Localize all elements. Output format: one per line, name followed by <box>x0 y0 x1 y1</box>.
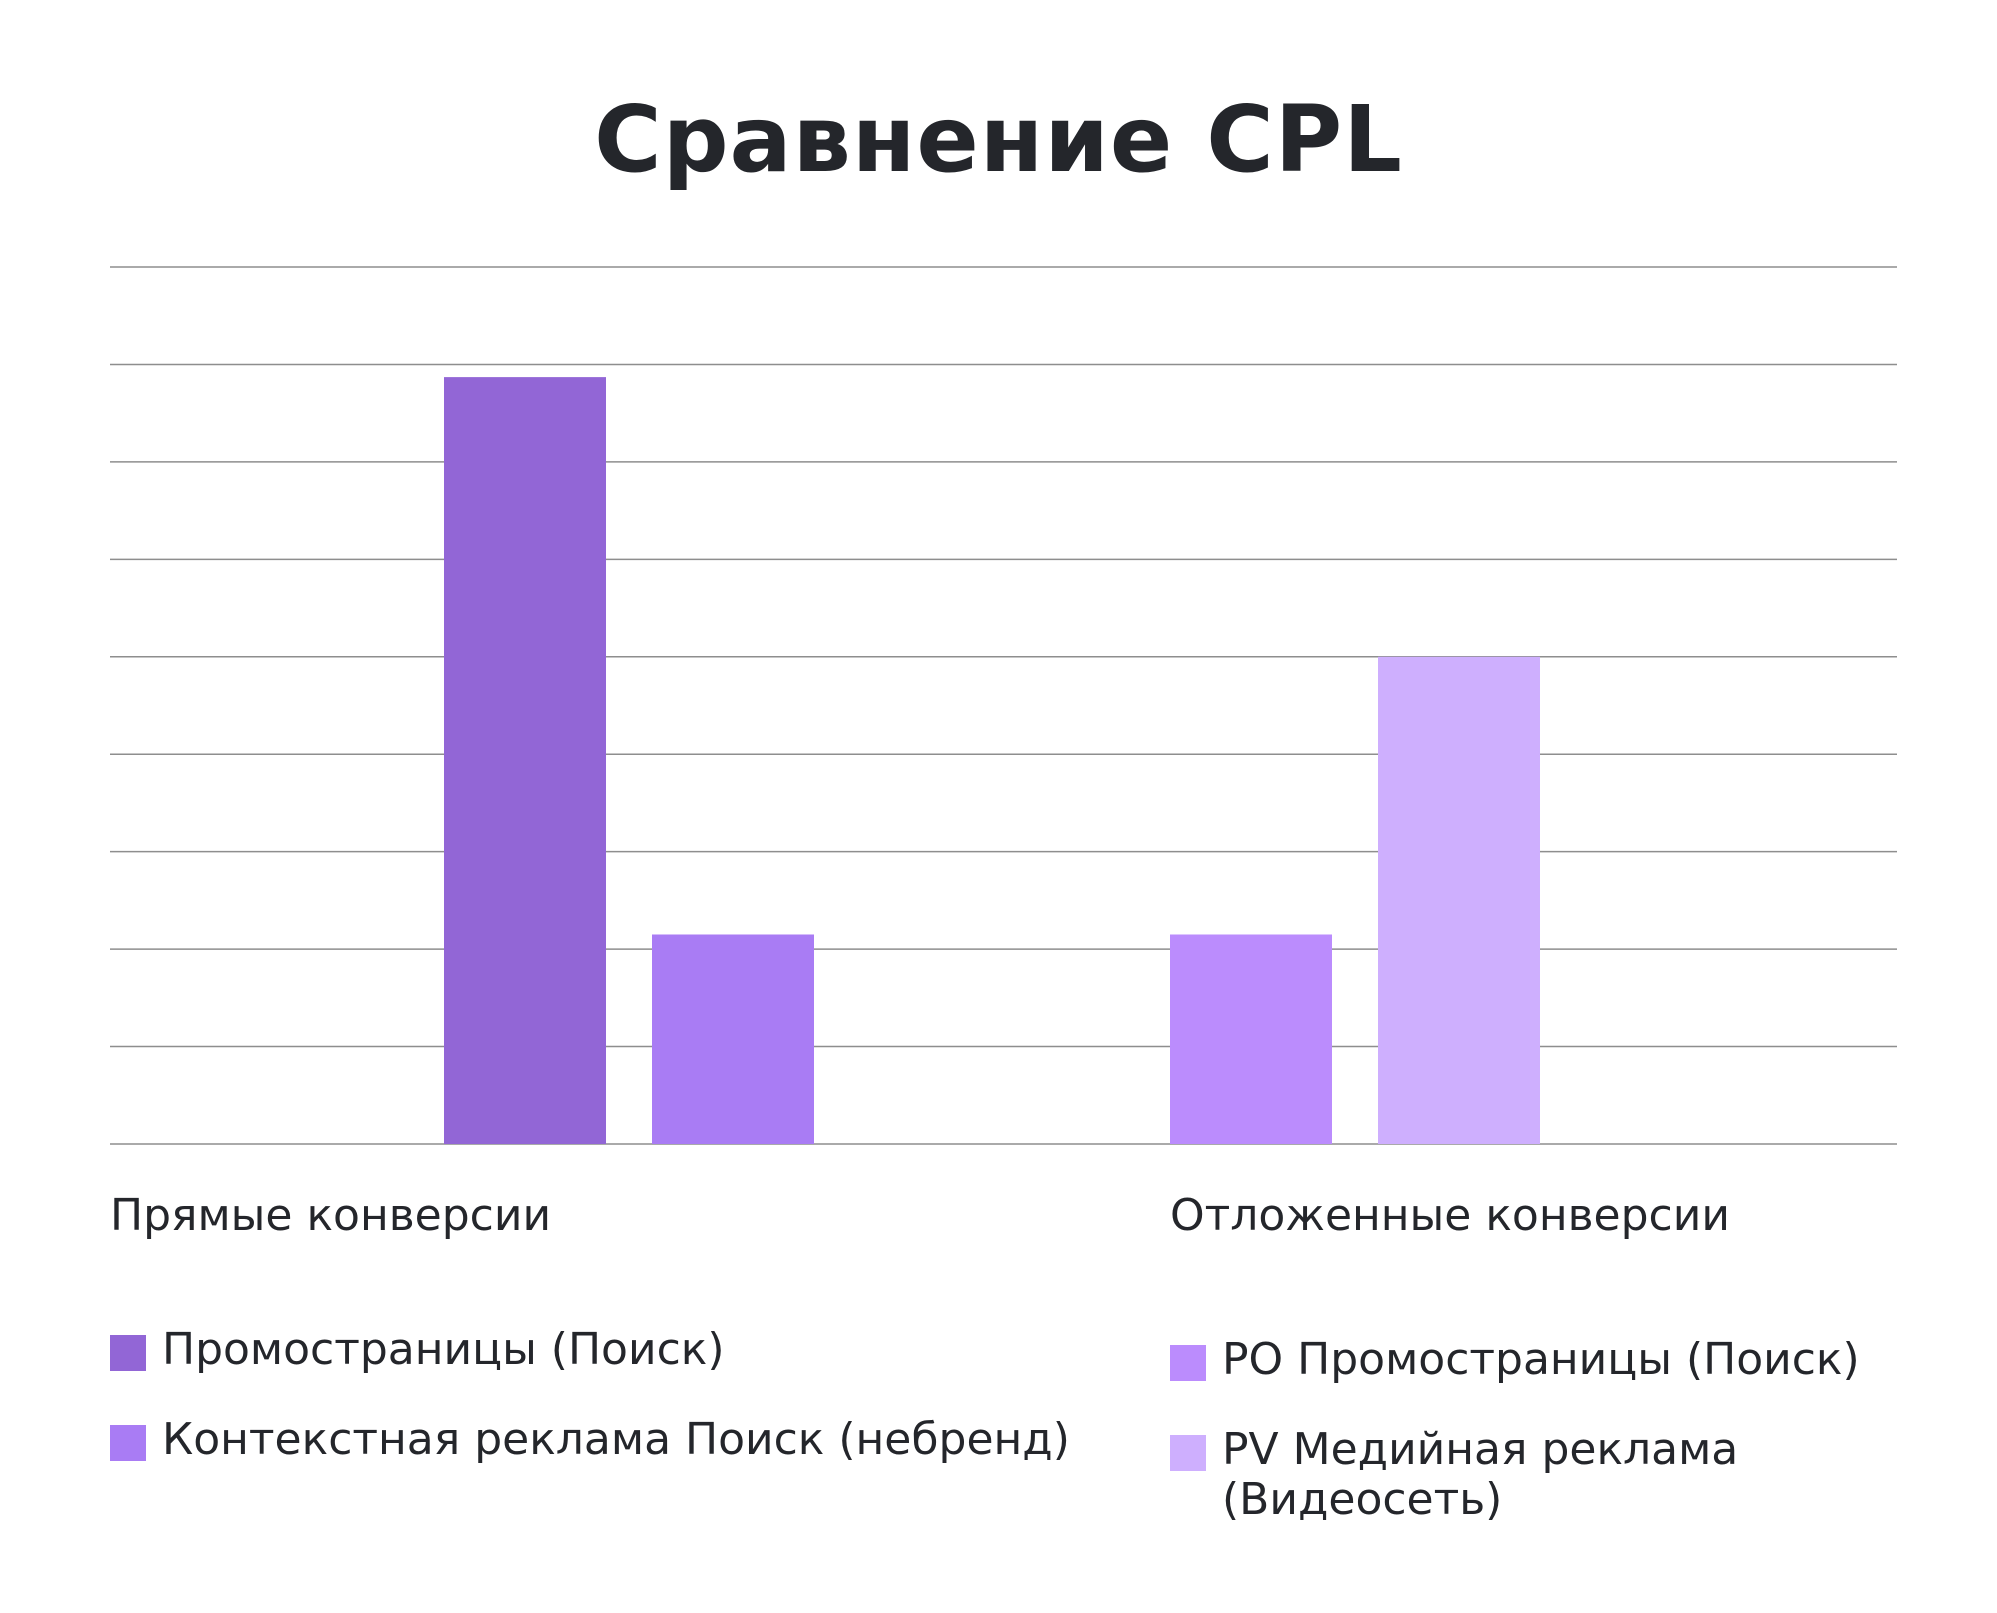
bar-промостраницы-поиск <box>444 377 606 1145</box>
bar-pv-медийная-реклама-видеосеть <box>1378 656 1540 1144</box>
group-label-deferred: Отложенные конверсии <box>1170 1190 1730 1241</box>
legend-label: Промостраницы (Поиск) <box>162 1324 725 1375</box>
legend-label: PV Медийная реклама (Видеосеть) <box>1222 1424 1739 1525</box>
gridlines <box>110 266 1897 1145</box>
legend-label: PO Промостраницы (Поиск) <box>1222 1334 1860 1385</box>
legend-swatch <box>110 1425 146 1461</box>
legend-item-promo-search: Промостраницы (Поиск) <box>110 1325 1010 1385</box>
chart-title: Сравнение CPL <box>594 86 1403 193</box>
legend-swatch <box>110 1335 146 1371</box>
legend-swatch <box>1170 1345 1206 1381</box>
bar-контекстная-реклама-поиск-небренд <box>652 934 814 1144</box>
legend-label: Контекстная реклама Поиск (небренд) <box>162 1414 1070 1465</box>
bar-po-промостраницы-поиск <box>1170 934 1332 1144</box>
legend-swatch <box>1170 1435 1206 1471</box>
legend-item-po-promo-search: PO Промостраницы (Поиск) <box>1170 1335 1970 1395</box>
group-label-direct: Прямые конверсии <box>110 1190 552 1241</box>
bars <box>444 377 1540 1145</box>
legend-item-context-search: Контекстная реклама Поиск (небренд) <box>110 1415 1090 1475</box>
legend-item-pv-media-video: PV Медийная реклама (Видеосеть) <box>1170 1425 1970 1535</box>
